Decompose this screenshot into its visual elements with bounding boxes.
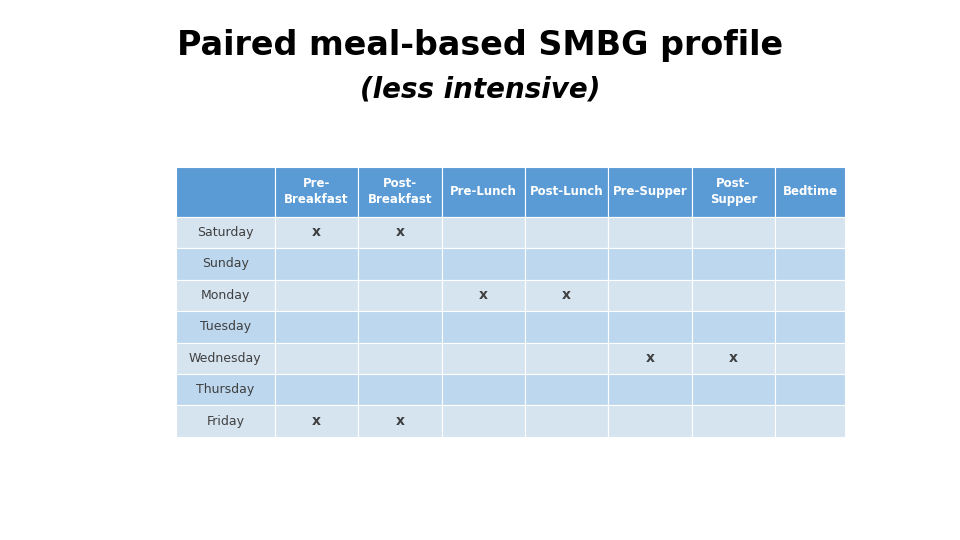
Bar [609, 374, 691, 406]
Text: x: x [396, 414, 404, 428]
Bar [691, 248, 775, 280]
Bar [609, 167, 691, 217]
Bar [358, 311, 442, 342]
Bar [691, 217, 775, 248]
Bar [775, 374, 846, 406]
Bar [275, 342, 358, 374]
Bar [609, 311, 691, 342]
Text: Friday: Friday [206, 415, 245, 428]
Text: Monday: Monday [201, 289, 250, 302]
Text: Pre-Lunch: Pre-Lunch [450, 185, 516, 198]
Bar [176, 406, 275, 437]
Text: Post-
Breakfast: Post- Breakfast [368, 177, 432, 206]
Text: x: x [312, 225, 321, 239]
Bar [691, 406, 775, 437]
Bar [525, 374, 609, 406]
Bar [275, 280, 358, 311]
Bar [176, 342, 275, 374]
Bar [275, 311, 358, 342]
Bar [275, 217, 358, 248]
Bar [358, 167, 442, 217]
Bar [691, 374, 775, 406]
Text: Saturday: Saturday [197, 226, 253, 239]
Bar [358, 342, 442, 374]
Bar [275, 248, 358, 280]
Text: Tuesday: Tuesday [200, 320, 251, 333]
Bar [525, 217, 609, 248]
Bar [358, 406, 442, 437]
Bar [775, 342, 846, 374]
Bar [775, 311, 846, 342]
Bar [609, 406, 691, 437]
Text: Paired meal-based SMBG profile: Paired meal-based SMBG profile [177, 29, 783, 63]
Bar [775, 248, 846, 280]
Bar [176, 311, 275, 342]
Bar [442, 217, 525, 248]
Bar [609, 248, 691, 280]
Bar [442, 311, 525, 342]
Bar [442, 248, 525, 280]
Text: x: x [312, 414, 321, 428]
Bar [176, 217, 275, 248]
Bar [525, 406, 609, 437]
Text: x: x [396, 225, 404, 239]
Bar [358, 248, 442, 280]
Bar [442, 280, 525, 311]
Text: x: x [645, 352, 655, 365]
Text: Pre-
Breakfast: Pre- Breakfast [284, 177, 348, 206]
Bar [358, 280, 442, 311]
Bar [358, 217, 442, 248]
Bar [775, 280, 846, 311]
Text: Pre-Supper: Pre-Supper [612, 185, 687, 198]
Bar [442, 167, 525, 217]
Bar [609, 342, 691, 374]
Bar [525, 342, 609, 374]
Bar [525, 311, 609, 342]
Bar [176, 248, 275, 280]
Bar [275, 406, 358, 437]
Text: Thursday: Thursday [196, 383, 254, 396]
Bar [691, 167, 775, 217]
Bar [358, 374, 442, 406]
Bar [691, 311, 775, 342]
Bar [691, 342, 775, 374]
Bar [442, 406, 525, 437]
Bar [442, 374, 525, 406]
Bar [775, 406, 846, 437]
Bar [176, 280, 275, 311]
Bar [525, 248, 609, 280]
Bar [176, 374, 275, 406]
Bar [275, 374, 358, 406]
Bar [525, 280, 609, 311]
Bar [609, 280, 691, 311]
Bar [525, 167, 609, 217]
Text: Bedtime: Bedtime [782, 185, 838, 198]
Bar [176, 167, 275, 217]
Text: (less intensive): (less intensive) [360, 75, 600, 103]
Text: x: x [479, 288, 488, 302]
Bar [775, 167, 846, 217]
Text: Post-
Supper: Post- Supper [709, 177, 757, 206]
Text: Wednesday: Wednesday [189, 352, 262, 365]
Text: x: x [729, 352, 738, 365]
Bar [609, 217, 691, 248]
Bar [775, 217, 846, 248]
Bar [275, 167, 358, 217]
Bar [691, 280, 775, 311]
Bar [442, 342, 525, 374]
Text: Post-Lunch: Post-Lunch [530, 185, 604, 198]
Text: x: x [563, 288, 571, 302]
Text: Sunday: Sunday [202, 258, 249, 271]
